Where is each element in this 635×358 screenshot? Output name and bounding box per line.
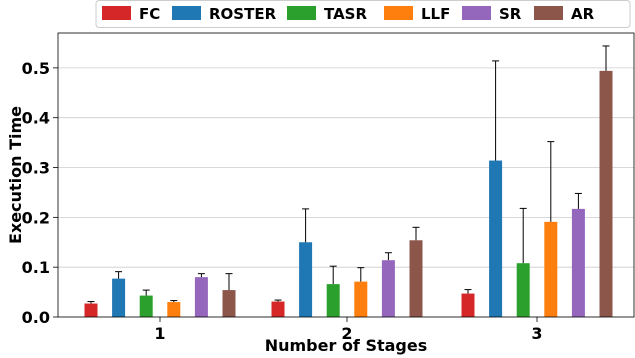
bar-llf-1	[167, 302, 181, 317]
bar-tasr-1	[139, 295, 153, 317]
legend-swatch-llf	[384, 6, 413, 20]
bar-fc-3	[461, 293, 475, 317]
bar-fc-1	[84, 303, 98, 317]
legend-label-fc: FC	[139, 5, 160, 23]
legend-label-llf: LLF	[421, 5, 450, 23]
legend-swatch-fc	[102, 6, 131, 20]
y-tick-label: 0.3	[22, 159, 50, 178]
bars	[84, 70, 613, 317]
bar-sr-3	[571, 208, 585, 317]
bar-fc-2	[271, 301, 285, 317]
bar-ar-2	[409, 240, 423, 317]
bar-roster-1	[112, 278, 126, 317]
bar-tasr-2	[326, 284, 340, 317]
legend-swatch-roster	[172, 6, 201, 20]
legend-label-roster: ROSTER	[209, 5, 277, 23]
bar-roster-2	[299, 242, 313, 317]
plot-area	[57, 32, 635, 318]
x-tick-label: 3	[531, 324, 542, 343]
bar-tasr-3	[516, 263, 530, 317]
y-axis-ticks: 0.0 0.1 0.2 0.3 0.4 0.5	[22, 59, 58, 327]
x-tick-label: 2	[341, 324, 352, 343]
legend-swatch-sr	[462, 6, 491, 20]
legend-label-sr: SR	[499, 5, 522, 23]
legend-swatch-tasr	[287, 6, 316, 20]
y-tick-label: 0.0	[22, 308, 50, 327]
x-axis-ticks: 1 2 3	[154, 317, 543, 343]
bar-llf-3	[544, 221, 558, 317]
bar-llf-2	[354, 281, 368, 317]
y-axis-label: Execution Time	[6, 106, 25, 244]
y-tick-label: 0.1	[22, 258, 50, 277]
legend-label-ar: AR	[571, 5, 595, 23]
bar-ar-3	[599, 70, 613, 317]
legend-swatch-ar	[534, 6, 563, 20]
bar-sr-1	[194, 277, 208, 317]
legend-box	[95, 0, 631, 28]
bar-sr-2	[381, 260, 395, 317]
x-axis-label: Number of Stages	[265, 336, 428, 355]
x-tick-label: 1	[154, 324, 165, 343]
y-tick-label: 0.2	[22, 208, 50, 227]
bar-roster-3	[489, 160, 503, 317]
error-bars	[87, 45, 610, 304]
legend: FC ROSTER TASR LLF SR AR	[95, 0, 631, 28]
bar-ar-1	[222, 290, 236, 317]
legend-label-tasr: TASR	[324, 5, 367, 23]
y-tick-label: 0.5	[22, 59, 50, 78]
y-tick-label: 0.4	[22, 109, 50, 128]
